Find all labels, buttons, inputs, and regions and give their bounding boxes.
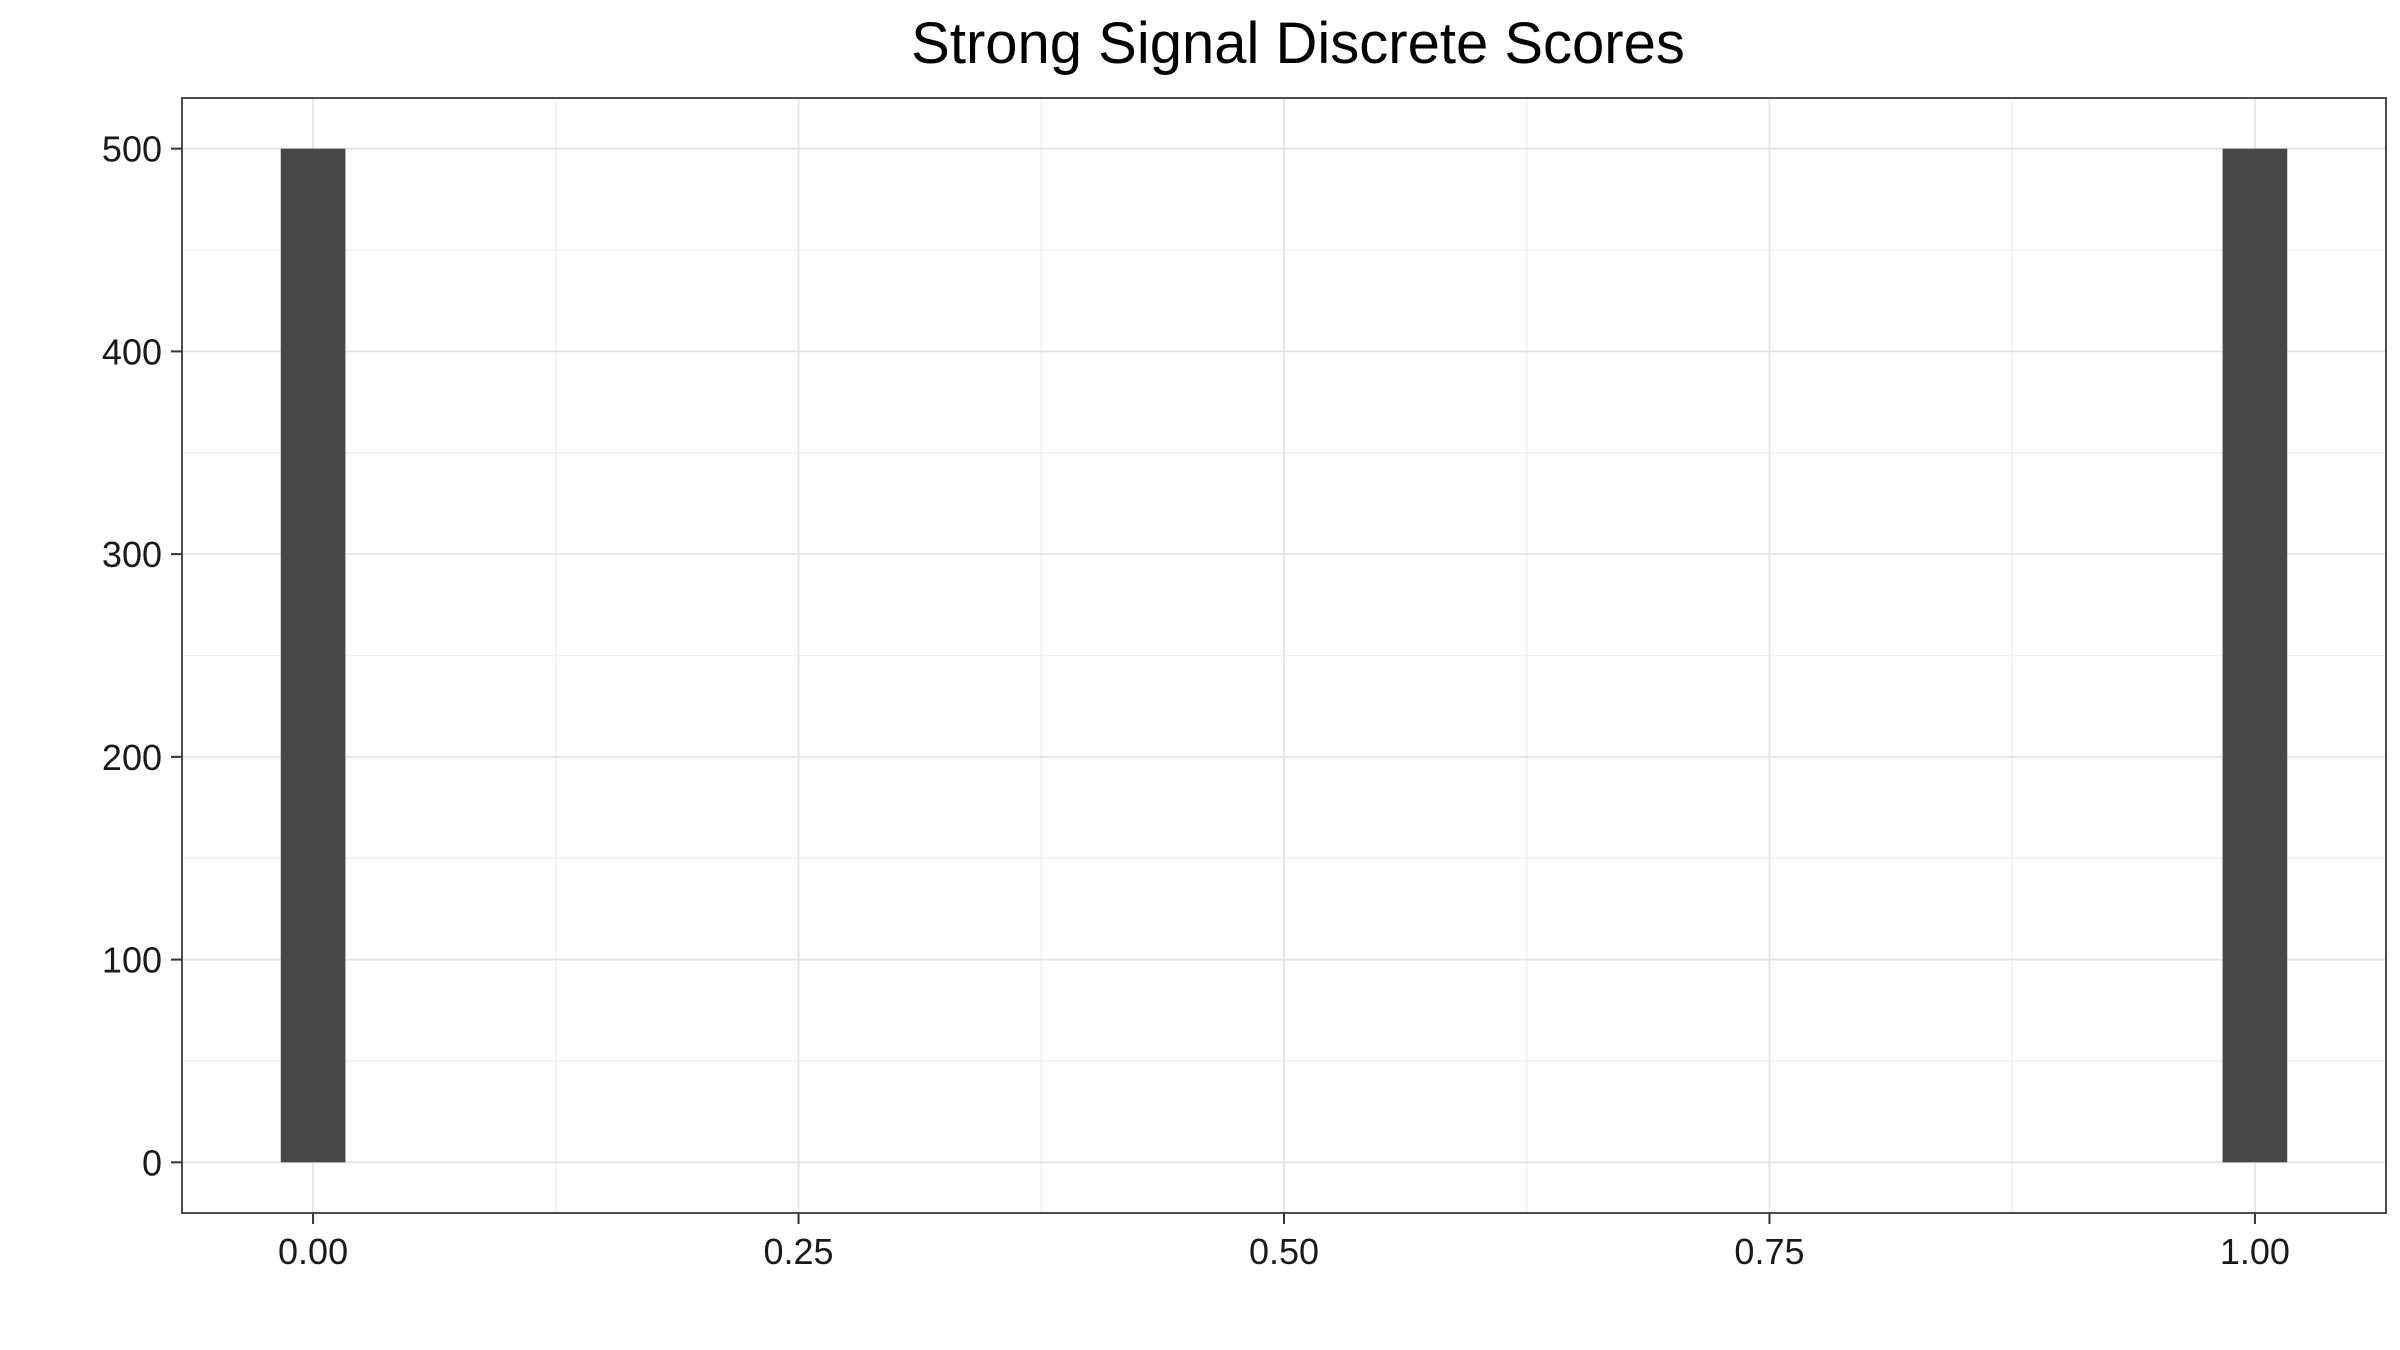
- y-tick-label: 400: [102, 331, 162, 372]
- chart-title: Strong Signal Discrete Scores: [911, 11, 1685, 76]
- x-tick-label: 0.00: [278, 1231, 348, 1272]
- y-tick-label: 100: [102, 940, 162, 981]
- grid: [182, 98, 2386, 1213]
- x-axis: 0.00 0.25 0.50 0.75 1.00: [278, 1213, 2290, 1272]
- histogram-bar: [280, 148, 346, 1163]
- x-tick-label: 1.00: [2220, 1231, 2290, 1272]
- y-tick-label: 0: [142, 1142, 162, 1183]
- y-tick-label: 500: [102, 129, 162, 170]
- histogram-bar: [2222, 148, 2288, 1163]
- x-tick-label: 0.75: [1734, 1231, 1804, 1272]
- bars: [280, 148, 2288, 1163]
- x-tick-label: 0.50: [1249, 1231, 1319, 1272]
- x-tick-label: 0.25: [763, 1231, 833, 1272]
- y-tick-label: 200: [102, 737, 162, 778]
- y-axis: 0 100 200 300 400 500: [102, 129, 182, 1183]
- y-tick-label: 300: [102, 534, 162, 575]
